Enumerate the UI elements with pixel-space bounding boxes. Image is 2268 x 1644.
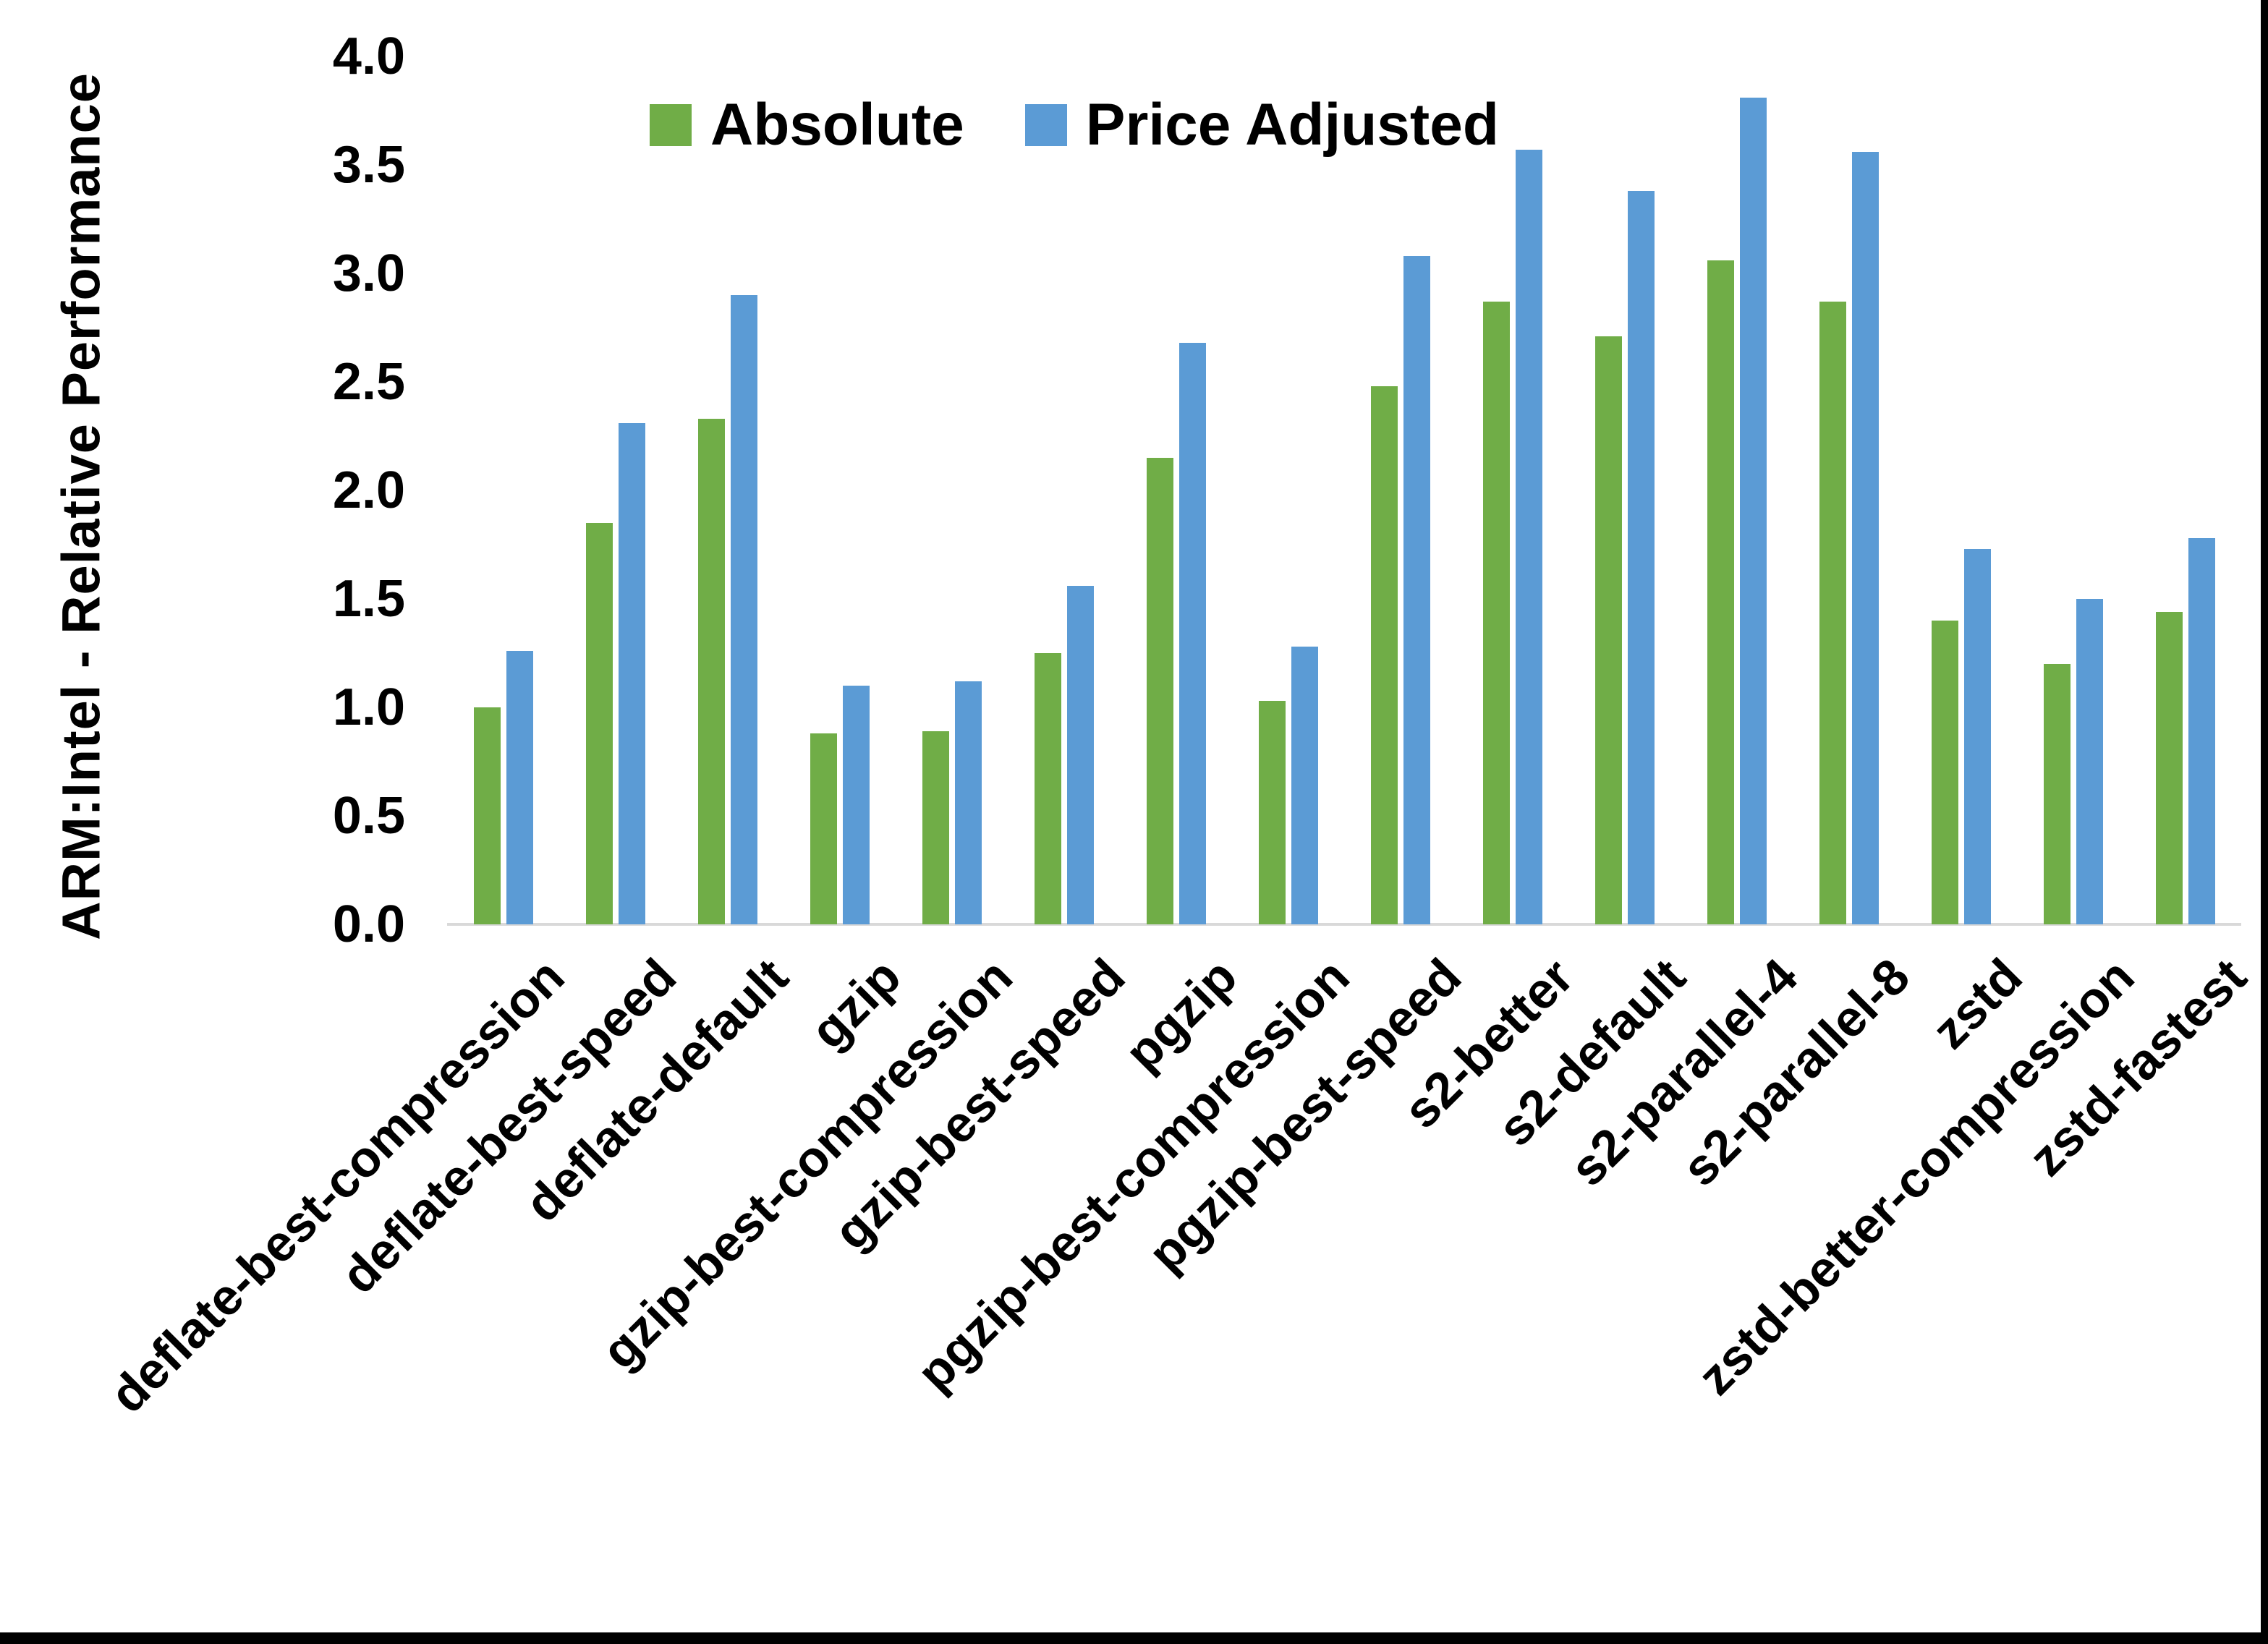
- x-axis-label: deflate-best-compression: [98, 947, 575, 1424]
- bar-absolute-gzip-best-speed: [1034, 653, 1061, 924]
- bar-price-adjusted-s2-parallel-4: [1739, 98, 1767, 924]
- bar-absolute-deflate-default: [697, 419, 725, 924]
- bar-price-adjusted-s2-better: [1515, 150, 1542, 924]
- bar-price-adjusted-gzip-best-speed: [1066, 586, 1094, 924]
- y-tick-label: 3.5: [332, 136, 405, 194]
- x-axis-line: [447, 923, 2241, 926]
- bar-absolute-s2-parallel-4: [1707, 260, 1734, 924]
- legend: Absolute Price Adjusted: [650, 91, 1499, 159]
- bar-price-adjusted-s2-default: [1627, 191, 1655, 924]
- bar-price-adjusted-pgzip-best-speed: [1403, 256, 1430, 924]
- bar-price-adjusted-deflate-default: [730, 295, 757, 924]
- y-tick-label: 1.0: [332, 678, 405, 736]
- bar-absolute-pgzip-best-compression: [1258, 701, 1286, 924]
- bar-price-adjusted-s2-parallel-8: [1851, 152, 1879, 924]
- bar-price-adjusted-gzip: [842, 686, 870, 924]
- bar-absolute-s2-parallel-8: [1819, 302, 1846, 924]
- y-tick-label: 2.0: [332, 461, 405, 519]
- legend-swatch-absolute: [650, 104, 692, 146]
- bar-absolute-zstd-better-compression: [2043, 664, 2070, 924]
- bar-price-adjusted-zstd-fastest: [2188, 538, 2215, 924]
- bar-absolute-deflate-best-compression: [473, 707, 501, 924]
- bar-absolute-s2-default: [1594, 336, 1622, 924]
- bar-absolute-zstd-fastest: [2155, 612, 2183, 924]
- bar-absolute-deflate-best-speed: [585, 523, 613, 924]
- legend-item-absolute: Absolute: [650, 91, 964, 159]
- bar-price-adjusted-deflate-best-compression: [506, 651, 533, 924]
- legend-label-absolute: Absolute: [710, 92, 964, 158]
- page-border-bottom: [0, 1632, 2268, 1644]
- page-border-right: [2261, 0, 2268, 1644]
- bar-absolute-pgzip-best-speed: [1370, 386, 1398, 924]
- y-tick-label: 2.5: [332, 353, 405, 411]
- bar-price-adjusted-deflate-best-speed: [618, 423, 645, 924]
- y-tick-label: 0.0: [332, 895, 405, 953]
- legend-label-price-adjusted: Price Adjusted: [1085, 92, 1499, 158]
- bar-price-adjusted-pgzip-best-compression: [1291, 647, 1318, 924]
- y-tick-label: 3.0: [332, 244, 405, 302]
- legend-item-price-adjusted: Price Adjusted: [1024, 91, 1499, 159]
- y-tick-label: 1.5: [332, 570, 405, 628]
- y-tick-label: 4.0: [332, 27, 405, 85]
- bar-absolute-s2-better: [1482, 302, 1510, 924]
- legend-swatch-price-adjusted: [1024, 104, 1067, 146]
- bar-absolute-pgzip: [1146, 458, 1173, 924]
- bar-price-adjusted-zstd: [1963, 549, 1991, 924]
- bar-absolute-zstd: [1931, 621, 1958, 924]
- bar-price-adjusted-gzip-best-compression: [954, 681, 982, 924]
- bar-price-adjusted-pgzip: [1178, 343, 1206, 924]
- y-tick-label: 0.5: [332, 787, 405, 845]
- bar-absolute-gzip: [810, 733, 837, 924]
- bar-price-adjusted-zstd-better-compression: [2076, 599, 2103, 924]
- bar-absolute-gzip-best-compression: [922, 731, 949, 924]
